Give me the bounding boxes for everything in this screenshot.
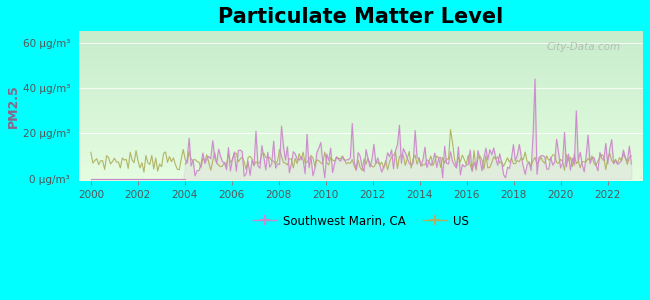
Legend: Southwest Marin, CA, US: Southwest Marin, CA, US (249, 210, 473, 232)
Title: Particulate Matter Level: Particulate Matter Level (218, 7, 504, 27)
Text: City-Data.com: City-Data.com (547, 42, 621, 52)
Y-axis label: PM2.5: PM2.5 (7, 84, 20, 128)
